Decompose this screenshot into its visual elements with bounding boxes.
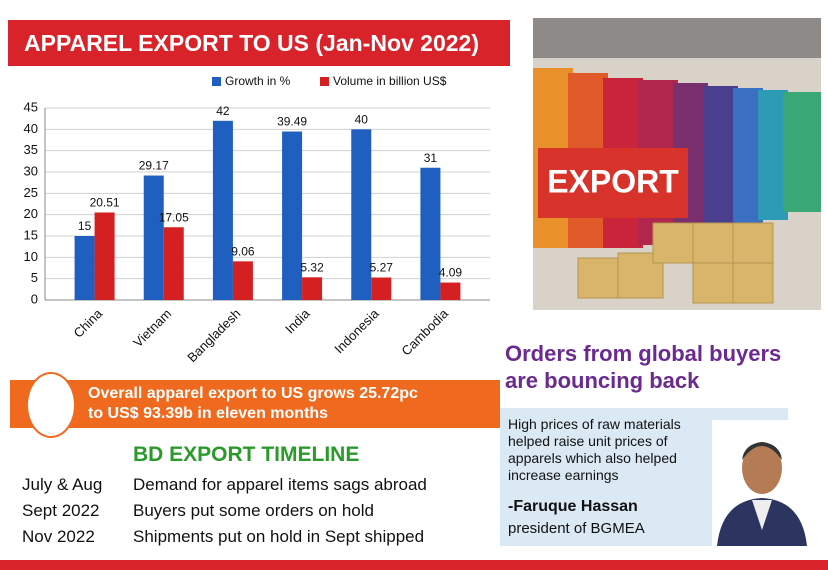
quote-name: -Faruque Hassan bbox=[508, 498, 638, 515]
y-tick-label: 5 bbox=[31, 270, 38, 285]
title-banner: APPAREL EXPORT TO US (Jan-Nov 2022) bbox=[8, 20, 510, 66]
timeline-date: July & Aug bbox=[22, 475, 103, 494]
data-label: 5.32 bbox=[300, 260, 324, 274]
bar bbox=[302, 277, 323, 300]
legend-label: Growth in % bbox=[225, 74, 291, 88]
bar bbox=[94, 212, 115, 300]
legend-label: Volume in billion US$ bbox=[333, 74, 447, 88]
boxes bbox=[577, 222, 774, 304]
x-tick-label: India bbox=[282, 305, 313, 336]
bar bbox=[163, 227, 184, 300]
data-label: 42 bbox=[216, 104, 230, 118]
headline-line: Orders from global buyers bbox=[505, 341, 782, 366]
bottom-bar bbox=[0, 560, 828, 570]
summary-banner: Overall apparel export to US grows 25.72… bbox=[10, 372, 500, 438]
y-tick-label: 40 bbox=[24, 121, 38, 136]
y-tick-label: 25 bbox=[24, 185, 38, 200]
bar bbox=[371, 277, 392, 300]
portrait bbox=[712, 420, 812, 546]
hair bbox=[742, 442, 782, 460]
data-label: 15 bbox=[78, 219, 92, 233]
quote-line: apparels which also helped bbox=[508, 450, 677, 466]
banner-text: Overall apparel export to US grows 25.72… bbox=[88, 384, 418, 424]
x-tick-label: Cambodia bbox=[398, 305, 451, 358]
data-label: 39.49 bbox=[277, 115, 307, 129]
quote-line: increase earnings bbox=[508, 467, 619, 483]
data-label: 5.27 bbox=[370, 261, 394, 275]
x-tick-label: Indonesia bbox=[331, 305, 382, 356]
y-tick-label: 35 bbox=[24, 142, 38, 157]
bar bbox=[143, 175, 164, 300]
data-label: 17.05 bbox=[159, 210, 189, 224]
banner-oval bbox=[26, 372, 76, 438]
bar bbox=[440, 282, 461, 300]
legend-swatch bbox=[212, 77, 221, 86]
shirt bbox=[752, 500, 772, 530]
data-label: 9.06 bbox=[231, 245, 255, 259]
data-label: 31 bbox=[424, 151, 438, 165]
photo: EXPORT bbox=[533, 18, 821, 310]
container-label: EXPORT bbox=[547, 163, 679, 199]
quote-line: helped raise unit prices of bbox=[508, 433, 668, 449]
headline-line: are bouncing back bbox=[505, 368, 700, 393]
x-tick-label: China bbox=[71, 305, 106, 340]
chart: 0 5 10 15 20 25 30 35 40 45 Growth in % Volume in b… bbox=[24, 74, 490, 365]
bar bbox=[212, 120, 233, 300]
data-label: 20.51 bbox=[90, 196, 120, 210]
timeline-row: July & Aug Demand for apparel items sags … bbox=[22, 472, 427, 498]
bar bbox=[282, 131, 303, 300]
x-tick-label: Bangladesh bbox=[184, 306, 243, 365]
y-tick-label: 0 bbox=[31, 291, 38, 306]
timeline-event: Demand for apparel items sags abroad bbox=[133, 475, 427, 494]
headline: Orders from global buyers are bouncing b… bbox=[505, 340, 781, 394]
chart-title: APPAREL EXPORT TO US (Jan-Nov 2022) bbox=[24, 30, 480, 56]
timeline-date: Nov 2022 bbox=[22, 527, 95, 546]
timeline-date: Sept 2022 bbox=[22, 501, 100, 520]
y-tick-label: 30 bbox=[24, 163, 38, 178]
banner-line: Overall apparel export to US grows 25.72… bbox=[88, 385, 418, 402]
quote-text: High prices of raw materials helped rais… bbox=[508, 416, 681, 484]
timeline-row: Nov 2022 Shipments put on hold in Sept sh… bbox=[22, 524, 427, 550]
quote-role: president of BGMEA bbox=[508, 520, 645, 537]
quote-box: High prices of raw materials helped rais… bbox=[500, 408, 812, 546]
y-tick-label: 10 bbox=[24, 249, 38, 264]
timeline: July & Aug Demand for apparel items sags … bbox=[22, 472, 427, 550]
face bbox=[742, 442, 782, 494]
y-tick-label: 20 bbox=[24, 206, 38, 221]
timeline-row: Sept 2022 Buyers put some orders on hold bbox=[22, 498, 427, 524]
quote-line: High prices of raw materials bbox=[508, 416, 681, 432]
timeline-event: Buyers put some orders on hold bbox=[133, 501, 374, 520]
bar bbox=[420, 167, 441, 300]
data-label: 29.17 bbox=[139, 159, 169, 173]
data-label: 40 bbox=[355, 113, 369, 127]
bar bbox=[74, 236, 95, 300]
ceiling bbox=[533, 18, 821, 58]
bar bbox=[232, 261, 253, 300]
timeline-event: Shipments put on hold in Sept shipped bbox=[133, 527, 425, 546]
banner-line: to US$ 93.39b in eleven months bbox=[88, 405, 329, 422]
y-tick-label: 15 bbox=[24, 227, 38, 242]
timeline-title: BD EXPORT TIMELINE bbox=[133, 443, 360, 466]
bar bbox=[351, 129, 372, 300]
x-tick-label: Vietnam bbox=[130, 306, 174, 350]
container bbox=[538, 148, 688, 218]
y-tick-label: 45 bbox=[24, 99, 38, 114]
legend-swatch bbox=[320, 77, 329, 86]
data-label: 4.09 bbox=[439, 266, 463, 280]
